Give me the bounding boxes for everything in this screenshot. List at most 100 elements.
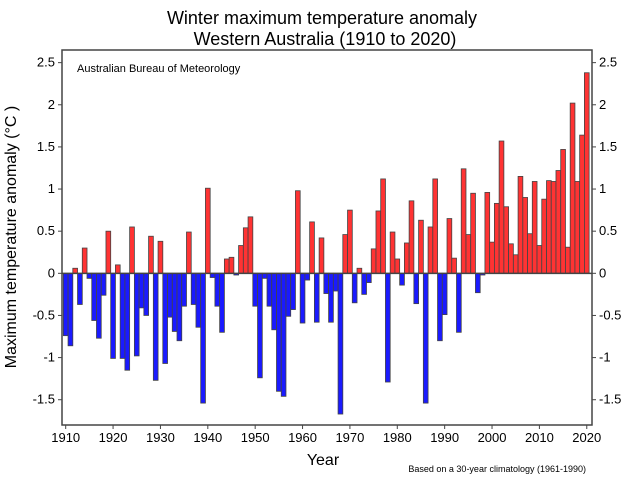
bar-2008 (527, 233, 533, 274)
y-tick-label-left: 0 (48, 265, 55, 280)
bar-1974 (366, 272, 372, 283)
bar-1960 (299, 272, 306, 324)
bar-1938 (195, 272, 202, 328)
bar-1979 (389, 231, 396, 274)
bar-1921 (115, 264, 121, 274)
bar-1988 (432, 178, 438, 274)
bar-1983 (408, 200, 415, 274)
bar-1964 (318, 237, 325, 274)
bar-2015 (560, 149, 566, 274)
bar-2004 (508, 243, 514, 274)
bar-1934 (176, 272, 183, 342)
bar-1911 (67, 272, 74, 347)
bar-1985 (418, 219, 424, 274)
bar-2017 (569, 102, 576, 274)
bar-1958 (290, 272, 296, 310)
y-tick-label-left: 1 (48, 181, 55, 196)
y-tick-label-right: 0 (599, 265, 606, 280)
bar-1995 (465, 234, 472, 274)
bar-2011 (541, 198, 547, 274)
y-tick-label-left: -1 (43, 350, 55, 365)
bar-1981 (399, 272, 405, 286)
y-tick-label-right: -0.5 (599, 307, 621, 322)
bar-1963 (313, 272, 320, 323)
y-tick-label-right: 1.5 (599, 139, 617, 154)
bar-1966 (328, 272, 334, 323)
x-tick-label: 2010 (525, 430, 554, 445)
bar-2006 (517, 176, 524, 274)
bar-1996 (470, 192, 476, 274)
bar-1914 (81, 247, 88, 274)
bar-1922 (119, 272, 126, 359)
bar-1997 (475, 272, 481, 294)
bar-1982 (403, 242, 410, 274)
y-tick-label-left: -0.5 (33, 307, 55, 322)
bar-1972 (356, 267, 363, 274)
x-tick-label: 1940 (193, 430, 222, 445)
bar-1950 (252, 272, 258, 307)
bar-1912 (72, 267, 78, 274)
bar-1961 (304, 272, 311, 281)
bar-1928 (148, 235, 154, 274)
bar-1953 (266, 272, 273, 307)
bar-1935 (181, 272, 187, 307)
plot-frame (61, 49, 593, 426)
bar-1925 (133, 272, 140, 357)
bar-1968 (337, 272, 344, 415)
chart-annotation: Australian Bureau of Meteorology (77, 63, 241, 75)
bar-2013 (550, 181, 557, 274)
x-tick-label: 2020 (572, 430, 601, 445)
bar-1999 (484, 192, 491, 274)
bar-1913 (77, 272, 83, 305)
bar-1944 (223, 258, 230, 274)
bar-2016 (565, 246, 571, 274)
bar-1910 (62, 272, 69, 337)
bar-1971 (351, 272, 358, 304)
bar-1943 (219, 272, 225, 333)
bar-1930 (157, 240, 164, 274)
x-tick-label: 1930 (146, 430, 175, 445)
bar-1976 (375, 210, 382, 274)
bar-1940 (205, 187, 211, 274)
chart-subtitle: Western Australia (1910 to 2020) (194, 29, 457, 49)
bar-1980 (394, 258, 401, 274)
bar-1945 (228, 256, 235, 274)
y-tick-label-left: 2.5 (37, 55, 55, 70)
footnote: Based on a 30-year climatology (1961-199… (408, 464, 586, 474)
x-axis: 1910 1920 1930 1940 1950 1960 1970 1980 1990 2000… (51, 425, 601, 445)
x-tick-label: 1910 (51, 430, 80, 445)
bar-1994 (460, 168, 467, 274)
bar-2020 (584, 72, 590, 274)
bar-1951 (257, 272, 263, 379)
bar-1992 (451, 257, 457, 274)
y-tick-label-right: -1 (599, 350, 611, 365)
bar-2019 (579, 134, 585, 274)
y-axis-label: Maximum temperature anomaly (°C ) (3, 106, 20, 368)
bar-1954 (271, 272, 277, 331)
bar-1970 (347, 209, 353, 274)
y-tick-label-right: 1 (599, 181, 606, 196)
bar-1986 (422, 272, 429, 404)
bar-1931 (162, 272, 168, 364)
x-tick-label: 1980 (383, 430, 412, 445)
bar-1949 (247, 216, 254, 274)
bar-1929 (152, 272, 159, 381)
bar-1952 (261, 272, 268, 279)
bar-2018 (574, 181, 581, 274)
bar-1926 (138, 272, 145, 309)
bar-1956 (280, 272, 287, 397)
bar-1955 (276, 272, 282, 392)
bars (62, 72, 590, 415)
bar-2002 (498, 140, 505, 274)
x-tick-label: 1960 (288, 430, 317, 445)
bar-1957 (285, 272, 292, 317)
bar-1967 (332, 272, 339, 292)
bar-2014 (555, 170, 562, 274)
y-tick-label-left: 2 (48, 97, 55, 112)
bar-2012 (546, 180, 552, 274)
bar-1984 (413, 272, 420, 305)
bar-1947 (238, 245, 244, 274)
bar-1975 (370, 248, 377, 274)
x-tick-label: 2000 (478, 430, 507, 445)
